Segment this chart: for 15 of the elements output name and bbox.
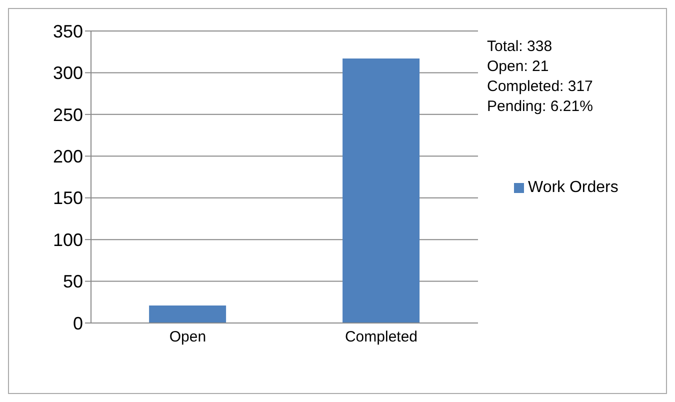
text: Open: 21 — [487, 57, 550, 77]
x-tick-label: Open — [169, 328, 206, 346]
text: Completed: 317 — [487, 77, 593, 97]
y-tick-label: 50 — [62, 272, 83, 292]
y-tick-label: 150 — [52, 188, 83, 208]
y-tick-label: 350 — [52, 21, 83, 42]
text: Total: 338 — [487, 37, 554, 57]
y-tick-label: 0 — [72, 313, 83, 334]
y-tick-label: 200 — [52, 146, 83, 167]
text: Pending: 6.21% — [487, 97, 593, 117]
y-tick-label: 300 — [52, 63, 83, 84]
y-tick-label: 100 — [52, 230, 83, 250]
y-tick-label: 250 — [52, 104, 83, 125]
legend-label: Work Orders — [528, 179, 618, 196]
x-tick-label: Completed — [344, 328, 418, 346]
